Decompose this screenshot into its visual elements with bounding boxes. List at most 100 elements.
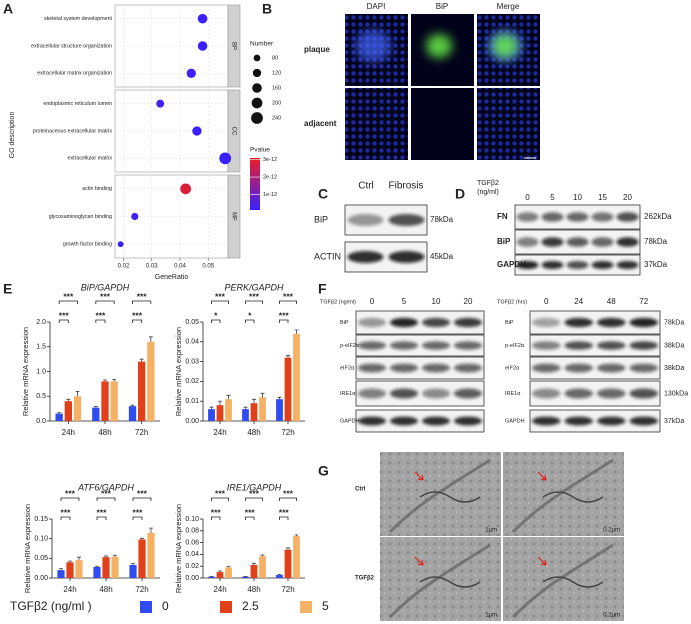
blot-band <box>629 317 659 328</box>
bip-signal <box>426 34 452 58</box>
error-bar <box>252 398 256 404</box>
error-bar <box>77 556 81 560</box>
bar <box>93 566 101 578</box>
row-label: GAPDH <box>340 418 360 424</box>
y-tick-label: 0.15 <box>34 516 48 523</box>
error-bar <box>149 527 153 533</box>
scale-label: 50um <box>523 152 534 157</box>
significance-label: *** <box>95 310 106 320</box>
significance-label: *** <box>100 291 111 301</box>
panel-letter: G <box>318 463 329 479</box>
blot <box>529 409 661 433</box>
error-bar <box>209 406 214 410</box>
y-tick-label: 0.0 <box>36 418 46 425</box>
category-label: growth factor binding <box>63 242 112 248</box>
y-tick-label: 1.0 <box>36 368 46 375</box>
y-tick-label: 0.05 <box>185 319 199 326</box>
y-tick-label: 0.00 <box>185 575 199 582</box>
tem-membrane <box>511 543 614 619</box>
blot-band <box>531 363 561 373</box>
dot <box>180 183 191 195</box>
x-tick-label: 24h <box>62 428 75 437</box>
error-bar <box>66 398 71 402</box>
treatment-label: TGFβ2 (ng/ml) <box>320 299 356 305</box>
error-bar <box>131 563 135 566</box>
category-label: endoplasmic reticulum lumen <box>43 101 112 107</box>
x-tick-label: 72h <box>281 585 294 594</box>
blot <box>355 310 485 335</box>
tem-er <box>419 576 481 588</box>
size-legend-dot <box>252 83 262 93</box>
blot-band <box>531 317 561 328</box>
blot-band <box>531 341 561 350</box>
row-label: BiP <box>505 320 514 326</box>
row-label: IRE1α <box>505 391 521 397</box>
blot-band <box>347 251 384 263</box>
bar <box>57 570 65 578</box>
x-tick-label: 48h <box>98 428 111 437</box>
y-tick-label: 0.04 <box>185 551 199 558</box>
row-label: plaque <box>304 45 330 54</box>
error-bar <box>226 565 231 568</box>
scale-label: 0.2μm <box>603 613 620 619</box>
column-label: DAPI <box>367 2 386 11</box>
y-axis-label: Relative mRNA expression <box>21 327 30 416</box>
blot-band <box>564 317 594 328</box>
bar <box>276 399 283 421</box>
significance-bracket <box>60 516 71 520</box>
error-bar <box>104 555 108 558</box>
blot-band <box>541 237 564 247</box>
blot-band <box>388 251 425 263</box>
lane-label: 0 <box>525 193 530 202</box>
blot-band <box>453 363 483 373</box>
error-bar <box>286 355 290 358</box>
bar <box>208 576 215 578</box>
error-bar <box>243 406 248 410</box>
blot-band <box>357 341 387 350</box>
size-label: 45kDa <box>430 252 454 261</box>
blot-band <box>596 317 626 328</box>
y-tick-label: 2.0 <box>36 319 46 326</box>
y-axis-label: Relative mRNA expression <box>174 504 183 593</box>
bar <box>64 401 72 421</box>
blot-band <box>421 416 451 426</box>
tem-membrane <box>388 458 491 534</box>
significance-label: *** <box>283 291 294 301</box>
blot-band <box>616 212 639 222</box>
blot-band <box>357 388 387 399</box>
bar <box>284 549 292 578</box>
significance-label: *** <box>137 488 148 498</box>
lane-label: 24 <box>574 297 583 306</box>
scale-label: 0.2μm <box>603 528 620 534</box>
lane-label: 5 <box>550 193 555 202</box>
error-bar <box>260 392 265 398</box>
bar <box>102 557 110 578</box>
bar <box>293 333 300 421</box>
blot-band <box>564 341 594 350</box>
colorbar-label: 2e-12 <box>263 175 277 181</box>
dot <box>192 126 202 136</box>
lane-label: 72 <box>639 297 648 306</box>
row-label: BiP <box>340 320 349 326</box>
blot-band <box>453 317 483 328</box>
size-legend-label: 240 <box>272 115 281 121</box>
row-label: ACTIN <box>314 251 341 261</box>
lane-label: 0 <box>370 297 375 306</box>
x-tick-label: 0.03 <box>146 264 158 270</box>
arrow <box>414 556 424 566</box>
significance-bracket <box>245 497 263 501</box>
row-label: Ctrl <box>355 487 366 493</box>
significance-label: *** <box>59 310 70 320</box>
bar <box>259 397 266 421</box>
significance-bracket <box>132 516 143 520</box>
y-axis-label: Relative mRNA expression <box>23 504 32 593</box>
blot-band <box>541 261 564 269</box>
y-tick-label: 0.08 <box>185 528 199 535</box>
colorbar-label: 1e-12 <box>263 192 277 198</box>
size-label: 130kDa <box>664 390 688 397</box>
blot-band <box>541 212 564 222</box>
blot-band <box>453 341 483 350</box>
size-label: 78kDa <box>664 319 684 326</box>
blot-band <box>516 237 539 247</box>
significance-label: *** <box>283 488 294 498</box>
